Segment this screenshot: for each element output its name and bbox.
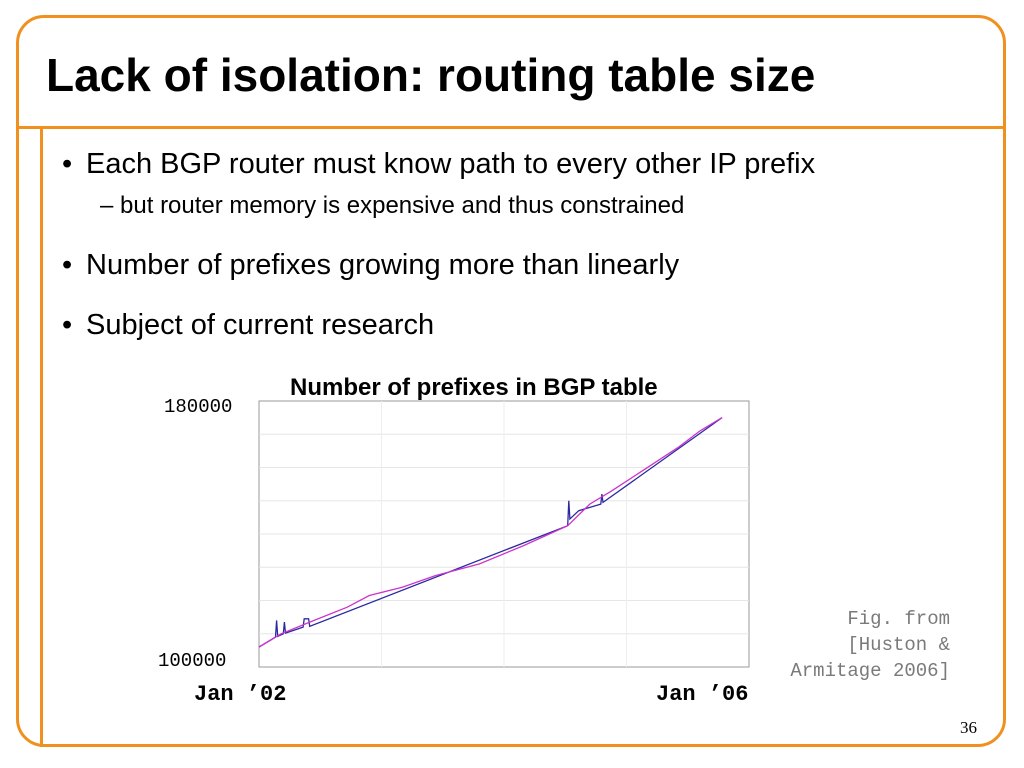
bullet-3: • Subject of current research	[62, 311, 434, 340]
series-line	[258, 417, 723, 648]
slide-frame	[16, 15, 1006, 747]
bullet-text: Number of prefixes growing more than lin…	[86, 249, 680, 281]
bgp-prefix-chart	[258, 400, 750, 668]
caption-line-3: Armitage 2006]	[790, 660, 950, 682]
bullet-2: • Number of prefixes growing more than li…	[62, 251, 679, 280]
x-tick-end: Jan ’06	[656, 682, 749, 707]
chart-title: Number of prefixes in BGP table	[290, 374, 658, 401]
title-rule	[16, 126, 1006, 129]
bullet-text: Subject of current research	[86, 309, 435, 341]
left-rule	[40, 126, 43, 747]
figure-caption: Fig. from [Huston & Armitage 2006]	[756, 606, 950, 684]
sub-bullet-text: but router memory is expensive and thus …	[120, 192, 685, 219]
bullet-marker: •	[62, 309, 73, 341]
caption-line-1: Fig. from	[847, 608, 950, 630]
caption-line-2: [Huston &	[847, 634, 950, 656]
sub-bullet-marker: –	[100, 192, 114, 219]
bullet-marker: •	[62, 148, 73, 180]
page-number: 36	[960, 718, 977, 737]
bullet-text: Each BGP router must know path to every …	[86, 148, 816, 180]
y-tick-max: 180000	[164, 396, 233, 418]
y-tick-min: 100000	[158, 650, 227, 672]
x-tick-start: Jan ’02	[194, 682, 287, 707]
bullet-marker: •	[62, 249, 73, 281]
slide-title: Lack of isolation: routing table size	[46, 49, 816, 101]
sub-bullet-1: – but router memory is expensive and thu…	[100, 194, 684, 218]
bullet-1: • Each BGP router must know path to every…	[62, 150, 815, 179]
